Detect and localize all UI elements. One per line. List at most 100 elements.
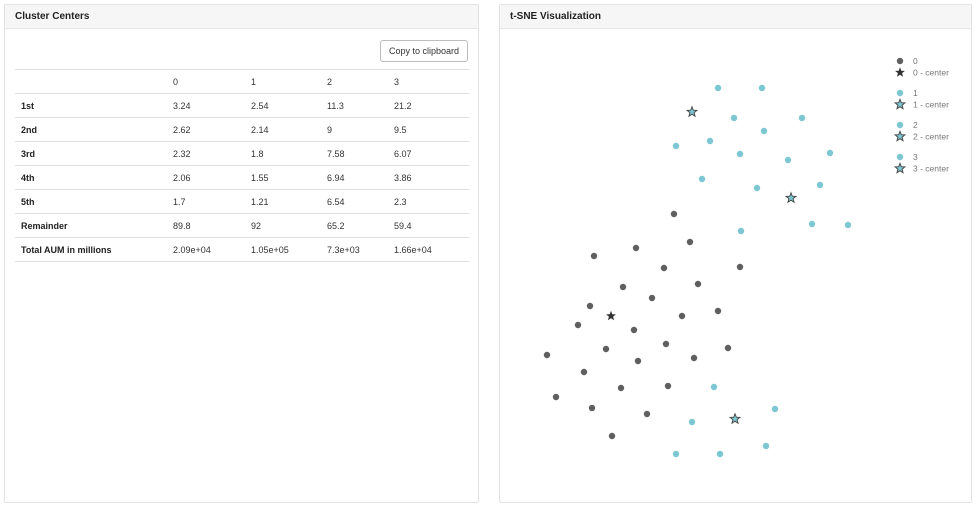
table-cell: 1.7	[173, 189, 251, 214]
cluster-0-point	[632, 244, 640, 252]
cluster-0-point	[634, 357, 642, 365]
cluster-0-point	[608, 432, 616, 440]
cluster-centers-table: 0 1 2 3 1st 3.24 2.54 11.3 21.2 2nd 2.62…	[15, 69, 469, 262]
legend-label: 2 - center	[913, 132, 949, 142]
table-cell: 1.21	[251, 189, 327, 214]
legend-marker	[896, 57, 904, 65]
cluster-0-point	[660, 264, 668, 272]
legend-marker	[893, 162, 907, 174]
table-header-row: 0 1 2 3	[15, 69, 469, 94]
cluster-1-3-point	[736, 150, 744, 158]
cluster-0-center-star	[606, 310, 616, 321]
cluster-0-point	[662, 340, 670, 348]
table-cell: 89.8	[173, 213, 251, 238]
copy-to-clipboard-button[interactable]: Copy to clipboard	[379, 40, 468, 62]
legend: 0 0 - center 1 1 - center 2 2 - center 3 3 - ce…	[893, 56, 949, 174]
cluster-centers-panel: Cluster Centers Copy to clipboard 0 1 2 …	[4, 4, 479, 503]
cluster-1-3-point	[784, 156, 792, 164]
table-cell: 2.62	[173, 117, 251, 142]
cluster-0-point	[630, 326, 638, 334]
column-header: 1	[251, 69, 327, 94]
column-header: 3	[394, 69, 469, 94]
cluster-1-3-point	[826, 149, 834, 157]
cluster-1-3-point	[798, 114, 806, 122]
table-cell: 7.3e+03	[327, 237, 394, 262]
cluster-1-3-point	[710, 383, 718, 391]
row-label: 5th	[15, 189, 173, 214]
table-cell: 1.55	[251, 165, 327, 190]
table-cell: 6.94	[327, 165, 394, 190]
cluster-centers-title: Cluster Centers	[5, 5, 478, 29]
table-cell: 6.54	[327, 189, 394, 214]
table-row: 1st 3.24 2.54 11.3 21.2	[15, 93, 469, 118]
column-header: 2	[327, 69, 394, 94]
cluster-0-point	[736, 263, 744, 271]
table-cell: 2.32	[173, 141, 251, 166]
cluster-1-3-point	[672, 450, 680, 458]
legend-marker	[896, 121, 904, 129]
cluster-0-point	[580, 368, 588, 376]
table-row: 4th 2.06 1.55 6.94 3.86	[15, 165, 469, 190]
cluster-0-point	[619, 283, 627, 291]
cluster-0-point	[552, 393, 560, 401]
tsne-panel: t-SNE Visualization 0 0 - center 1 1 - cent…	[499, 4, 972, 503]
table-cell: 21.2	[394, 93, 469, 118]
table-cell: 9.5	[394, 117, 469, 142]
cluster-0-point	[574, 321, 582, 329]
table-cell: 1.05e+05	[251, 237, 327, 262]
cluster-1-3-point	[762, 442, 770, 450]
cluster-0-point	[543, 351, 551, 359]
cluster-2-center-star	[784, 191, 798, 204]
table-cell: 65.2	[327, 213, 394, 238]
cluster-1-3-point	[716, 450, 724, 458]
tsne-scatter-plot: 0 0 - center 1 1 - center 2 2 - center 3 3 - ce…	[543, 56, 949, 458]
table-cell: 9	[327, 117, 394, 142]
cluster-1-3-point	[688, 418, 696, 426]
legend-marker	[893, 98, 907, 110]
legend-label: 3	[913, 152, 918, 162]
cluster-1-3-point	[760, 127, 768, 135]
cluster-1-3-point	[808, 220, 816, 228]
cluster-0-point	[664, 382, 672, 390]
cluster-1-3-point	[758, 84, 766, 92]
cluster-0-point	[590, 252, 598, 260]
table-cell: 3.86	[394, 165, 469, 190]
table-cell: 2.06	[173, 165, 251, 190]
legend-label: 0	[913, 56, 918, 66]
table-row: 3rd 2.32 1.8 7.58 6.07	[15, 141, 469, 166]
legend-label: 1	[913, 88, 918, 98]
cluster-1-3-point	[844, 221, 852, 229]
table-cell: 1.66e+04	[394, 237, 469, 262]
cluster-0-point	[588, 404, 596, 412]
cluster-1-3-point	[714, 84, 722, 92]
row-label: 3rd	[15, 141, 173, 166]
table-cell: 3.24	[173, 93, 251, 118]
cluster-1-3-point	[730, 114, 738, 122]
cluster-1-3-point	[672, 142, 680, 150]
legend-marker	[896, 153, 904, 161]
row-label: 1st	[15, 93, 173, 118]
row-label: 2nd	[15, 117, 173, 142]
table-cell: 2.3	[394, 189, 469, 214]
cluster-0-point	[678, 312, 686, 320]
cluster-0-point	[686, 238, 694, 246]
points-layer	[543, 84, 852, 458]
cluster-0-point	[714, 307, 722, 315]
column-header: 0	[173, 69, 251, 94]
legend-marker	[893, 130, 907, 142]
cluster-0-point	[643, 410, 651, 418]
cluster-1-3-point	[816, 181, 824, 189]
cluster-0-point	[586, 302, 594, 310]
legend-label: 0 - center	[913, 68, 949, 78]
cluster-0-point	[617, 384, 625, 392]
table-cell: 92	[251, 213, 327, 238]
table-cell: 2.09e+04	[173, 237, 251, 262]
cluster-0-point	[670, 210, 678, 218]
cluster-0-point	[724, 344, 732, 352]
table-row: 2nd 2.62 2.14 9 9.5	[15, 117, 469, 142]
cluster-1-3-point	[698, 175, 706, 183]
cluster-0-point	[694, 280, 702, 288]
table-cell: 2.14	[251, 117, 327, 142]
table-cell: 2.54	[251, 93, 327, 118]
legend-marker	[895, 67, 905, 77]
